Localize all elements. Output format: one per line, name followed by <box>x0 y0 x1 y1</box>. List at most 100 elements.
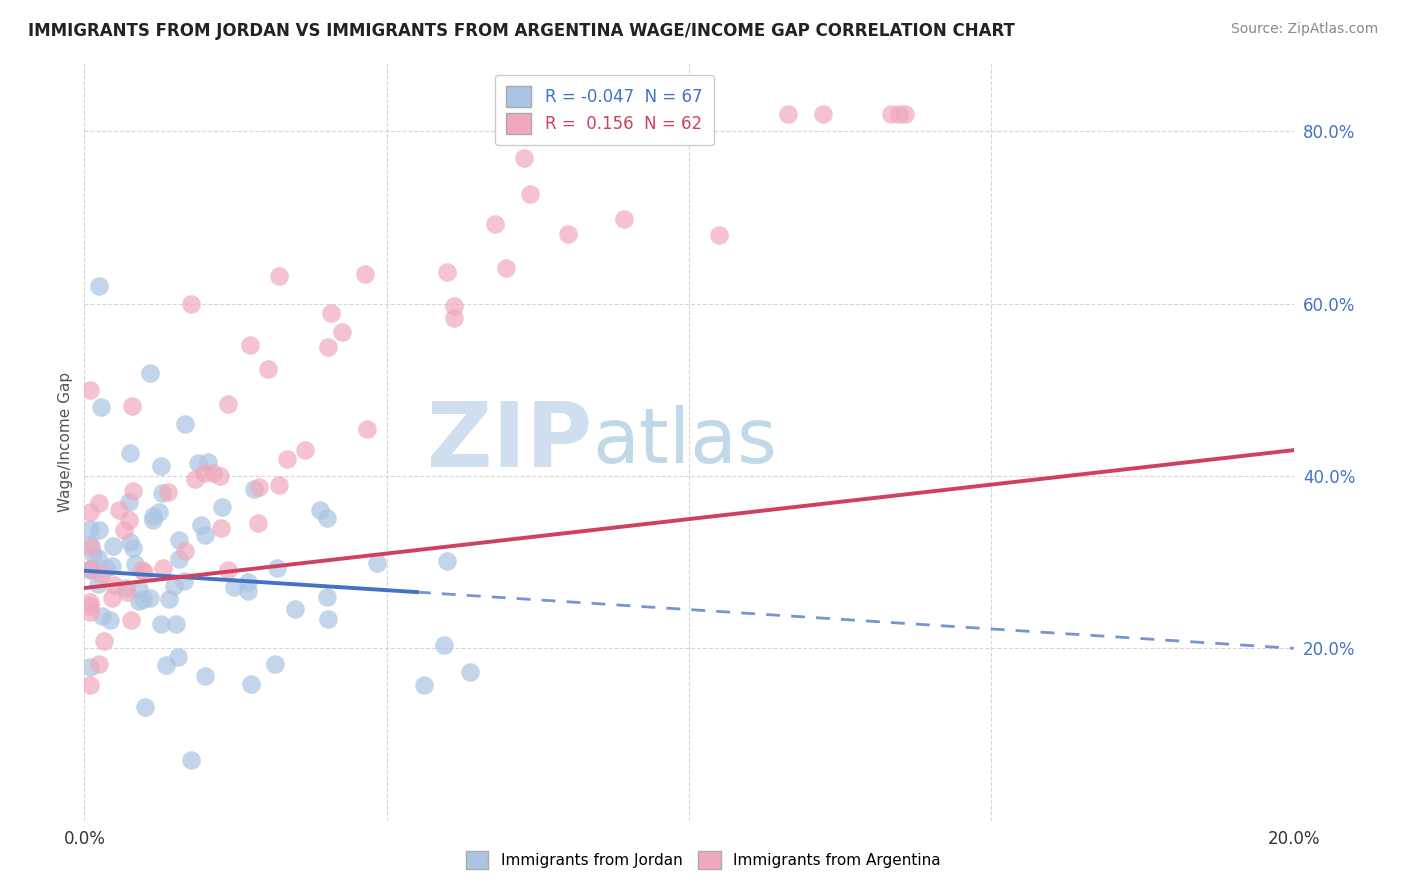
Point <box>155 657 177 672</box>
Point <box>211 520 233 534</box>
Point <box>315 511 337 525</box>
Text: atlas: atlas <box>592 405 778 478</box>
Point <box>86 577 108 591</box>
Point <box>124 558 146 572</box>
Point <box>79 537 101 551</box>
Point <box>211 500 233 514</box>
Point <box>208 469 231 483</box>
Point <box>166 650 188 665</box>
Point <box>495 260 517 275</box>
Point <box>87 523 110 537</box>
Point <box>354 268 377 282</box>
Point <box>776 107 799 121</box>
Point <box>174 543 197 558</box>
Text: Source: ZipAtlas.com: Source: ZipAtlas.com <box>1230 22 1378 37</box>
Point <box>79 561 101 575</box>
Point <box>163 579 186 593</box>
Point <box>120 614 142 628</box>
Point <box>236 574 259 589</box>
Point <box>202 466 225 480</box>
Point <box>184 472 207 486</box>
Point <box>887 107 910 121</box>
Point <box>142 509 165 524</box>
Point <box>180 296 202 310</box>
Point <box>222 580 245 594</box>
Point <box>276 451 298 466</box>
Point <box>266 560 288 574</box>
Point <box>247 480 270 494</box>
Point <box>79 660 101 674</box>
Point <box>413 678 436 692</box>
Point <box>131 564 153 578</box>
Point <box>356 422 378 436</box>
Point <box>87 279 110 293</box>
Point <box>107 503 129 517</box>
Point <box>150 485 173 500</box>
Point <box>239 677 262 691</box>
Legend: Immigrants from Jordan, Immigrants from Argentina: Immigrants from Jordan, Immigrants from … <box>460 845 946 875</box>
Point <box>309 503 332 517</box>
Point <box>436 265 458 279</box>
Point <box>315 590 337 604</box>
Point <box>98 614 121 628</box>
Point <box>193 467 215 481</box>
Point <box>157 484 180 499</box>
Point <box>118 495 141 509</box>
Point <box>187 457 209 471</box>
Point <box>80 561 103 575</box>
Point <box>319 306 342 320</box>
Point <box>433 638 456 652</box>
Point <box>87 496 110 510</box>
Point <box>150 617 173 632</box>
Point <box>152 561 174 575</box>
Point <box>120 446 142 460</box>
Point <box>132 591 155 606</box>
Y-axis label: Wage/Income Gap: Wage/Income Gap <box>58 371 73 512</box>
Point <box>134 700 156 714</box>
Point <box>197 455 219 469</box>
Point <box>513 151 536 165</box>
Point <box>79 595 101 609</box>
Point <box>267 269 290 284</box>
Point <box>284 602 307 616</box>
Point <box>484 217 506 231</box>
Point <box>80 540 103 554</box>
Point <box>120 535 142 549</box>
Point <box>236 584 259 599</box>
Point <box>217 563 239 577</box>
Point <box>436 554 458 568</box>
Point <box>79 563 101 577</box>
Point <box>294 443 316 458</box>
Point <box>93 634 115 648</box>
Text: ZIP: ZIP <box>427 398 592 485</box>
Point <box>87 551 110 566</box>
Point <box>79 505 101 519</box>
Point <box>173 574 195 589</box>
Point <box>148 505 170 519</box>
Point <box>180 753 202 767</box>
Point <box>893 107 915 121</box>
Point <box>101 591 124 605</box>
Point <box>460 665 482 680</box>
Point <box>122 541 145 555</box>
Point <box>101 539 124 553</box>
Point <box>709 227 731 242</box>
Point <box>190 518 212 533</box>
Point <box>239 338 262 352</box>
Point <box>87 657 110 671</box>
Point <box>91 609 114 624</box>
Point <box>167 551 190 566</box>
Point <box>316 612 339 626</box>
Point <box>194 527 217 541</box>
Point <box>811 107 834 121</box>
Point <box>217 397 239 411</box>
Point <box>519 186 541 201</box>
Point <box>150 458 173 473</box>
Point <box>169 533 191 547</box>
Point <box>121 484 143 499</box>
Point <box>79 383 101 397</box>
Point <box>257 362 280 376</box>
Point <box>316 340 339 354</box>
Point <box>332 325 354 339</box>
Point <box>173 417 195 432</box>
